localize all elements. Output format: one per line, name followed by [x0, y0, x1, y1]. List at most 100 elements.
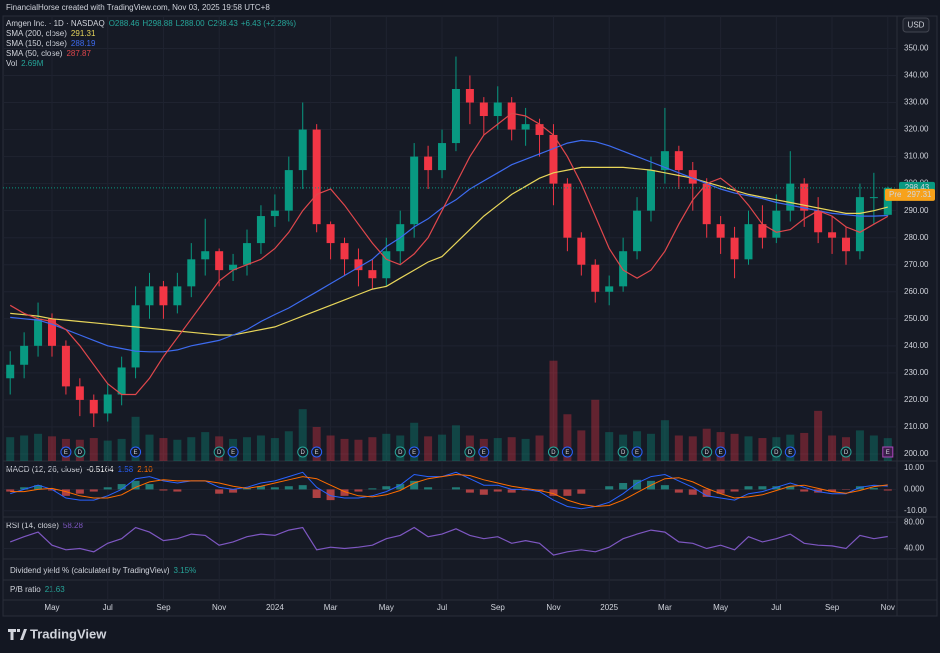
- macd-value: 1.58: [118, 465, 134, 474]
- candle-body: [591, 264, 600, 292]
- candle-body: [869, 197, 878, 199]
- x-tick-label: May: [379, 603, 394, 612]
- event-marker: [394, 446, 406, 458]
- event-marker: [547, 446, 559, 458]
- candle-body: [75, 386, 84, 400]
- volume-bar: [507, 437, 516, 461]
- candle-body: [646, 170, 655, 211]
- x-tick-label: Mar: [324, 603, 338, 612]
- candle-body: [103, 394, 112, 414]
- rsi-title: RSI (14, close): [6, 521, 59, 530]
- volume-bar: [702, 428, 711, 461]
- rsi-value: 58.28: [63, 521, 84, 530]
- y-tick-label: 220.00: [904, 395, 929, 404]
- candle-body: [131, 305, 140, 368]
- macd-histogram: [702, 489, 711, 497]
- tradingview-logo: TradingView: [8, 626, 107, 641]
- candle-body: [521, 124, 530, 130]
- volume-bar: [855, 430, 864, 461]
- sma-line: [10, 139, 888, 353]
- candle-body: [605, 286, 614, 292]
- last-price-label: 298.43: [905, 183, 930, 192]
- macd-histogram: [159, 489, 168, 491]
- volume-bar: [605, 432, 614, 461]
- y-tick-label: 230.00: [904, 368, 929, 377]
- macd-histogram: [34, 485, 43, 490]
- volume-bar: [730, 433, 739, 461]
- volume-bar: [201, 432, 210, 461]
- macd-histogram: [229, 489, 238, 493]
- signal-line: [10, 473, 888, 508]
- event-label: D: [301, 450, 306, 456]
- event-label: E: [719, 450, 723, 456]
- y-tick-label: 250.00: [904, 314, 929, 323]
- y-tick-label: 210.00: [904, 422, 929, 431]
- macd-histogram: [549, 489, 558, 496]
- sma-name: SMA (50, close): [6, 49, 63, 58]
- volume-bar: [6, 437, 15, 461]
- candle-body: [507, 102, 516, 130]
- quote-low: L288.00: [176, 19, 205, 28]
- volume-bar: [744, 436, 753, 461]
- candle-body: [451, 88, 460, 144]
- macd-histogram: [131, 480, 140, 490]
- event-label: D: [468, 450, 473, 456]
- volume-value: 2.69M: [21, 59, 44, 68]
- event-label: D: [78, 450, 83, 456]
- volume-bar: [869, 435, 878, 461]
- currency[interactable]: USD: [908, 21, 925, 30]
- dividend-title: Dividend yield % (calculated by TradingV…: [10, 566, 170, 575]
- event-label: D: [551, 450, 556, 456]
- macd-histogram: [786, 486, 795, 490]
- macd-histogram: [465, 489, 474, 493]
- macd-histogram: [340, 489, 349, 496]
- event-marker: [631, 446, 643, 458]
- x-tick-label: Nov: [546, 603, 560, 612]
- quote-open: O288.46: [109, 19, 140, 28]
- candle-body: [535, 124, 544, 135]
- volume-bar: [451, 425, 460, 461]
- y-tick-label: 290.00: [904, 206, 929, 215]
- candle-body: [730, 237, 739, 260]
- x-tick-label: May: [713, 603, 728, 612]
- pb-value: 21.63: [45, 585, 66, 594]
- event-marker: [464, 446, 476, 458]
- volume-bar: [828, 435, 837, 461]
- candle-body: [173, 286, 182, 306]
- event-label: D: [398, 450, 403, 456]
- candle-body: [758, 224, 767, 238]
- macd-histogram: [410, 480, 419, 490]
- event-marker: [227, 446, 239, 458]
- event-marker: [617, 446, 629, 458]
- volume-bar: [410, 422, 419, 461]
- macd-histogram: [507, 489, 516, 493]
- macd-histogram: [215, 489, 224, 494]
- macd-histogram: [479, 489, 488, 495]
- volume-bar: [646, 433, 655, 461]
- candle-body: [117, 367, 126, 395]
- volume-bar: [340, 438, 349, 461]
- candle-body: [424, 156, 433, 171]
- macd-histogram: [828, 489, 837, 492]
- candle-body: [312, 129, 321, 225]
- candle-body: [883, 187, 892, 215]
- candle-body: [814, 210, 823, 233]
- y-tick-label: 240.00: [904, 341, 929, 350]
- candle-body: [298, 129, 307, 171]
- volume-bar: [382, 433, 391, 461]
- event-label: D: [217, 450, 222, 456]
- event-label: D: [705, 450, 710, 456]
- volume-bar: [800, 432, 809, 461]
- y-tick-label: 350.00: [904, 44, 929, 53]
- x-tick-label: Nov: [881, 603, 895, 612]
- pb-title: P/B ratio: [10, 585, 41, 594]
- volume-bar: [438, 434, 447, 461]
- volume-bar: [633, 431, 642, 461]
- currency-button[interactable]: [902, 17, 930, 33]
- volume-bar: [493, 438, 502, 461]
- macd-histogram: [6, 489, 15, 492]
- candle-body: [368, 270, 377, 279]
- candle-body: [47, 318, 56, 346]
- macd-histogram: [396, 484, 405, 490]
